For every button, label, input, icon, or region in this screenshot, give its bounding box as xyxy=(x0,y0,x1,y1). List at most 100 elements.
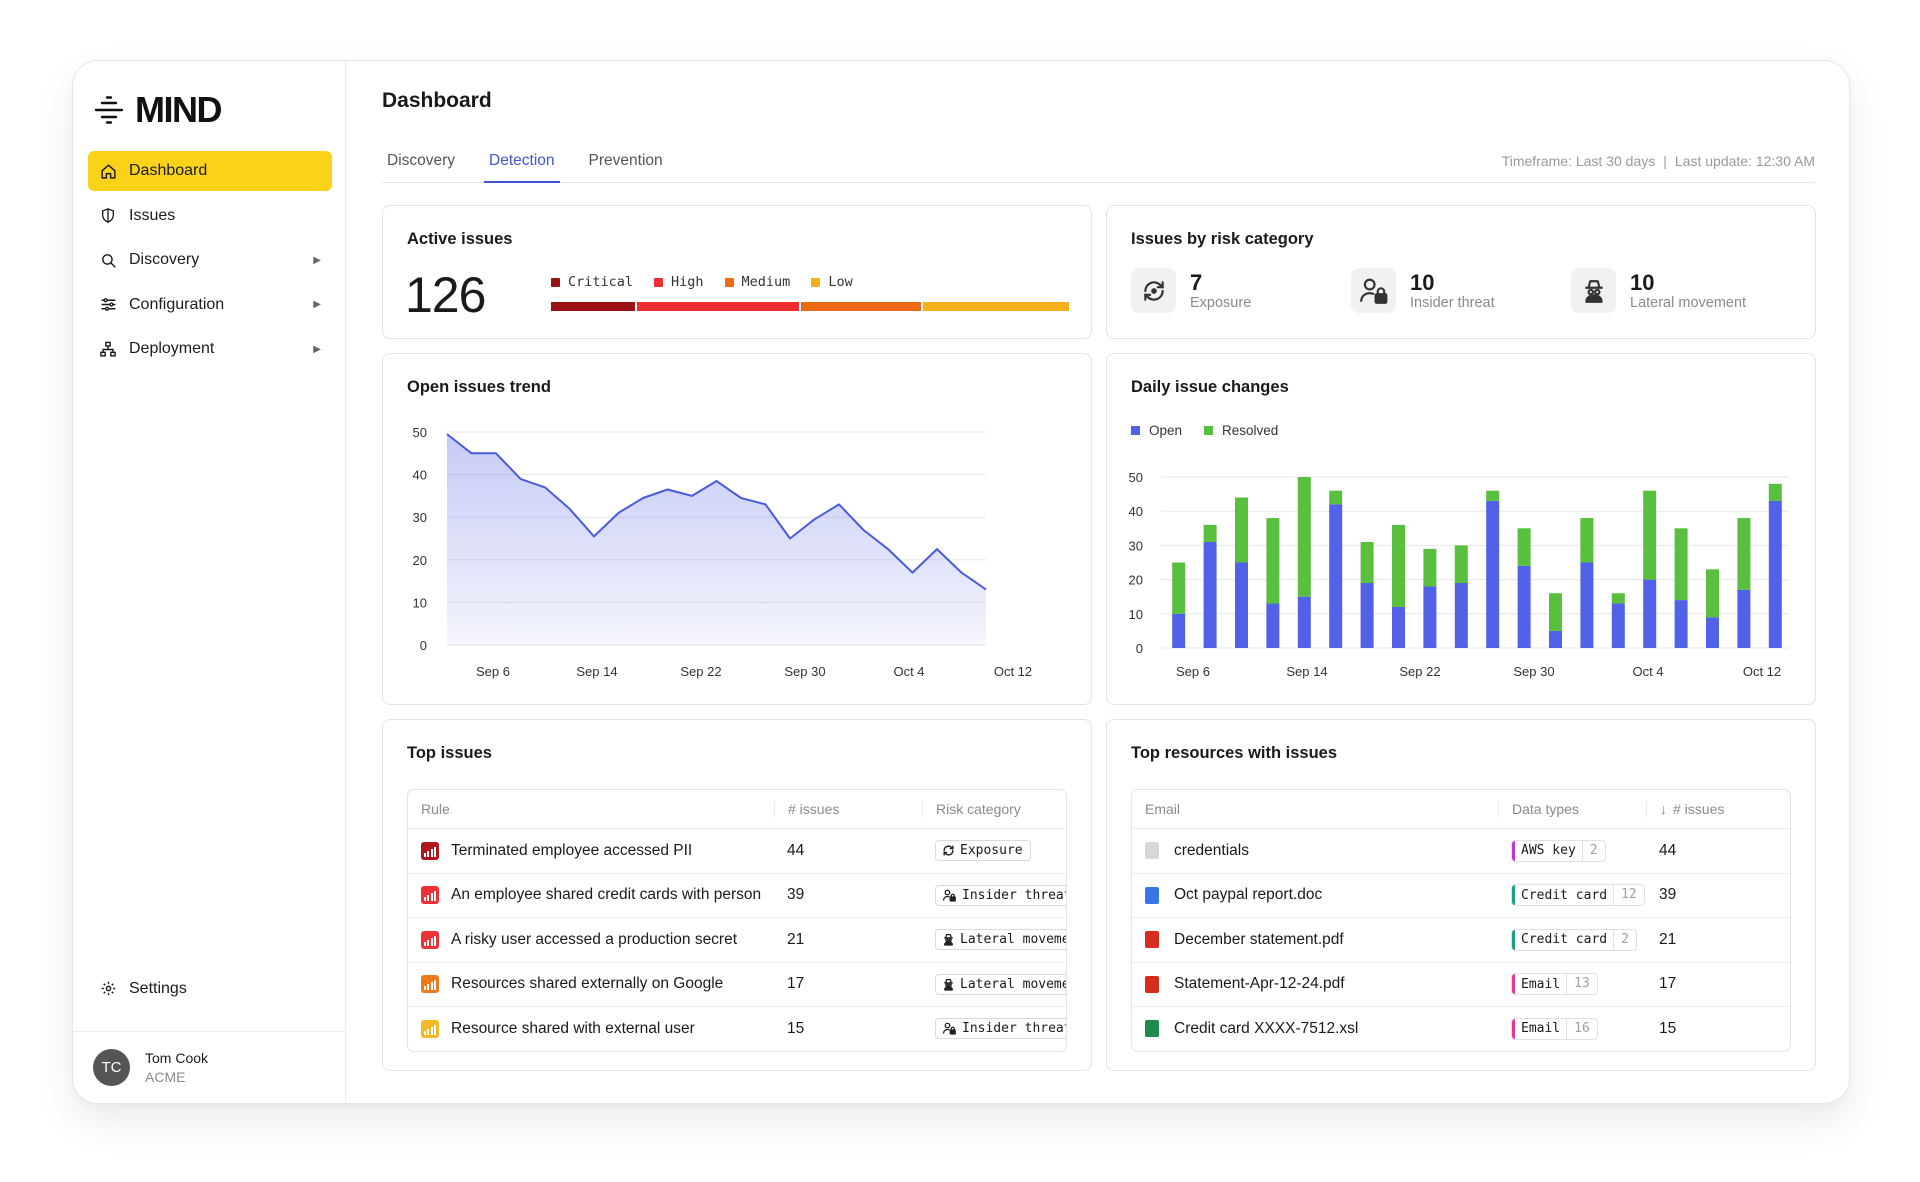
risk-item-lateral-movement[interactable]: 10 Lateral movement xyxy=(1571,268,1791,313)
severity-bar xyxy=(551,302,1069,311)
sliders-icon xyxy=(99,296,117,314)
legend-label: High xyxy=(671,274,704,290)
legend-label: Resolved xyxy=(1222,423,1278,438)
risk-category-cell: Lateral movement xyxy=(922,973,1066,995)
y-tick-label: 40 xyxy=(413,468,427,483)
risk-category-cell: Insider threat xyxy=(922,1018,1066,1040)
severity-segment-medium xyxy=(800,302,922,311)
data-type-count: 12 xyxy=(1613,885,1644,906)
issue-count: 21 xyxy=(1659,930,1677,948)
bar-open xyxy=(1674,600,1688,648)
user-org: ACME xyxy=(145,1069,186,1085)
column-header-risk-category[interactable]: Risk category xyxy=(922,801,1066,817)
risk-category-chip[interactable]: Lateral movement xyxy=(935,929,1066,951)
table-row[interactable]: Resource shared with external user 15 In… xyxy=(408,1006,1066,1051)
tab-prevention[interactable]: Prevention xyxy=(588,152,663,169)
shield-icon xyxy=(99,207,117,225)
tab-discovery[interactable]: Discovery xyxy=(387,152,456,169)
risk-category-cell: Lateral movement xyxy=(922,929,1066,951)
user-profile[interactable]: TC Tom Cook ACME xyxy=(73,1031,346,1103)
tab-detection[interactable]: Detection xyxy=(484,139,560,183)
risk-item-insider-threat[interactable]: 10 Insider threat xyxy=(1351,268,1571,313)
column-header-issues[interactable]: # issues xyxy=(774,801,922,817)
issue-count: 17 xyxy=(787,975,805,993)
risk-category-chip[interactable]: Insider threat xyxy=(935,884,1066,906)
data-type-chip[interactable]: Credit card 2 xyxy=(1511,928,1637,951)
x-tick-label: Sep 6 xyxy=(1176,664,1210,679)
data-type-label: Email xyxy=(1521,1021,1561,1037)
legend-label: Open xyxy=(1149,423,1182,438)
data-type-chip[interactable]: Email 13 xyxy=(1511,973,1598,996)
risk-category-chip[interactable]: Lateral movement xyxy=(935,973,1066,995)
risk-category-chip[interactable]: Insider threat xyxy=(935,1018,1066,1040)
legend-swatch xyxy=(811,277,821,287)
sidebar-item-issues[interactable]: Issues xyxy=(88,196,332,236)
bar-open xyxy=(1768,500,1782,648)
table-row[interactable]: A risky user accessed a production secre… xyxy=(408,917,1066,962)
table-row[interactable]: An employee shared credit cards with per… xyxy=(408,872,1066,918)
risk-category-chip[interactable]: Exposure xyxy=(935,840,1031,862)
bar-open xyxy=(1737,589,1751,648)
data-type-cell: Credit card 2 xyxy=(1498,928,1646,951)
top-issues-card: Top issues Rule # issues Risk category T… xyxy=(382,719,1092,1071)
legend-low: Low xyxy=(811,274,853,290)
table-row[interactable]: Oct paypal report.doc Credit card 12 39 xyxy=(1132,872,1790,918)
risk-item-exposure[interactable]: 7 Exposure xyxy=(1131,268,1351,313)
pdf-file-icon xyxy=(1145,931,1159,949)
column-header-data-types[interactable]: Data types xyxy=(1498,801,1646,817)
bar-resolved xyxy=(1297,477,1311,597)
sidebar-item-deployment[interactable]: Deployment ▶ xyxy=(88,329,332,369)
meta-separator: | xyxy=(1663,153,1667,169)
table-row[interactable]: Credit card XXXX-7512.xsl Email 16 15 xyxy=(1132,1006,1790,1051)
data-type-count: 16 xyxy=(1566,1018,1597,1039)
bar-resolved xyxy=(1517,528,1531,566)
app-window: MIND Dashboard Issues Discovery ▶ xyxy=(72,60,1850,1104)
sidebar-item-dashboard[interactable]: Dashboard xyxy=(88,151,332,191)
x-tick-label: Sep 30 xyxy=(1513,664,1554,679)
table-row[interactable]: Terminated employee accessed PII 44 Expo… xyxy=(408,828,1066,873)
table-row[interactable]: Statement-Apr-12-24.pdf Email 13 17 xyxy=(1132,961,1790,1007)
rule-cell: Terminated employee accessed PII xyxy=(408,841,774,860)
bar-resolved xyxy=(1423,548,1437,587)
resource-name: Statement-Apr-12-24.pdf xyxy=(1174,975,1345,993)
resource-name: December statement.pdf xyxy=(1174,930,1344,948)
generic-file-icon xyxy=(1145,842,1159,860)
table-row[interactable]: December statement.pdf Credit card 2 21 xyxy=(1132,917,1790,962)
trend-line xyxy=(446,433,987,591)
sidebar-item-discovery[interactable]: Discovery ▶ xyxy=(88,240,332,280)
daily-chart: Open Resolved 50 40 30 20 10 0 Sep 6 Sep 14 Sep 22… xyxy=(1129,423,1789,679)
legend-label: Critical xyxy=(568,274,634,290)
table-row[interactable]: credentials AWS key 2 44 xyxy=(1132,828,1790,873)
risk-items: 7 Exposure 10 Insider threat xyxy=(1131,268,1791,313)
sidebar-item-configuration[interactable]: Configuration ▶ xyxy=(88,285,332,325)
data-type-chip[interactable]: Email 16 xyxy=(1511,1017,1598,1040)
chip-label: Lateral movement xyxy=(960,976,1066,992)
severity-segment-high xyxy=(637,302,799,311)
rule-cell: Resources shared externally on Google xyxy=(408,975,774,994)
bar-open xyxy=(1580,562,1594,648)
last-update-label: Last update: 12:30 AM xyxy=(1674,153,1815,169)
bar-open xyxy=(1203,541,1217,648)
column-header-rule[interactable]: Rule xyxy=(421,801,450,817)
resource-cell: December statement.pdf xyxy=(1132,931,1498,949)
y-tick-label: 50 xyxy=(1129,470,1143,485)
sidebar-item-settings[interactable]: Settings xyxy=(88,969,332,1009)
y-tick-label: 0 xyxy=(1136,641,1143,656)
data-type-chip[interactable]: Credit card 12 xyxy=(1511,884,1645,907)
rule-name: Resources shared externally on Google xyxy=(451,975,724,993)
issue-count: 44 xyxy=(1659,841,1677,859)
bar-resolved xyxy=(1360,541,1374,584)
risk-label: Insider threat xyxy=(1410,294,1495,311)
column-header-email[interactable]: Email xyxy=(1145,801,1181,817)
active-issues-total: 126 xyxy=(405,267,486,323)
risk-category-card: Issues by risk category 7 Exposure xyxy=(1106,205,1816,339)
active-issues-card: Active issues 126 Critical High Medium L… xyxy=(382,205,1092,339)
data-type-chip[interactable]: AWS key 2 xyxy=(1511,839,1606,862)
logo[interactable]: MIND xyxy=(93,89,223,131)
trend-chart: 50 40 30 20 10 0 Sep 6 Sep 14 Sep 22 Sep 30 Oct 4 O… xyxy=(413,425,1033,679)
table-row[interactable]: Resources shared externally on Google 17… xyxy=(408,961,1066,1007)
column-header-issues[interactable]: ↓ # issues xyxy=(1646,801,1790,817)
rule-name: An employee shared credit cards with per… xyxy=(451,886,762,904)
trend-area xyxy=(447,434,986,645)
legend-swatch xyxy=(1204,426,1213,435)
